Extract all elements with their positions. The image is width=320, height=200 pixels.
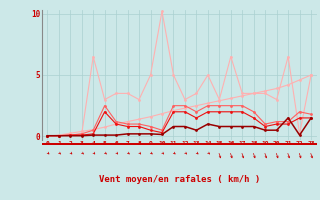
Text: Vent moyen/en rafales ( km/h ): Vent moyen/en rafales ( km/h ) xyxy=(99,176,260,184)
